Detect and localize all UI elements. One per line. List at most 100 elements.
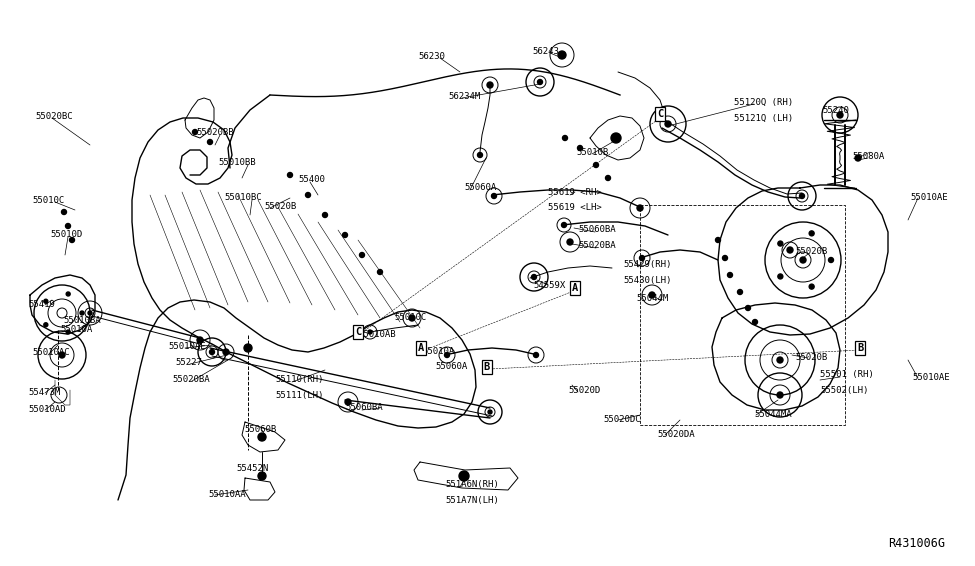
Text: 55010AC: 55010AC bbox=[32, 348, 69, 357]
Text: 55010AD: 55010AD bbox=[28, 405, 65, 414]
Circle shape bbox=[778, 274, 783, 279]
Circle shape bbox=[533, 353, 538, 358]
Circle shape bbox=[746, 306, 751, 311]
Text: 55010C: 55010C bbox=[394, 313, 426, 322]
Circle shape bbox=[577, 145, 582, 151]
Circle shape bbox=[637, 205, 643, 211]
Circle shape bbox=[727, 272, 732, 277]
Circle shape bbox=[649, 292, 655, 298]
Text: 551A6N(RH): 551A6N(RH) bbox=[445, 480, 499, 489]
Circle shape bbox=[59, 352, 65, 358]
Text: 55110(RH): 55110(RH) bbox=[275, 375, 324, 384]
Circle shape bbox=[80, 311, 84, 315]
Text: B: B bbox=[484, 362, 490, 372]
Circle shape bbox=[491, 194, 496, 199]
Text: 55619 <LH>: 55619 <LH> bbox=[548, 203, 602, 212]
Circle shape bbox=[44, 299, 48, 303]
Circle shape bbox=[716, 238, 721, 242]
Text: 56234M: 56234M bbox=[448, 92, 481, 101]
Circle shape bbox=[288, 173, 292, 178]
Circle shape bbox=[305, 192, 310, 198]
Circle shape bbox=[69, 238, 74, 242]
Text: 55619 <RH>: 55619 <RH> bbox=[548, 188, 602, 197]
Text: 55430(LH): 55430(LH) bbox=[623, 276, 672, 285]
Text: 55120Q (RH): 55120Q (RH) bbox=[734, 98, 793, 107]
Circle shape bbox=[855, 155, 861, 161]
Circle shape bbox=[197, 337, 203, 343]
Circle shape bbox=[244, 344, 252, 352]
Circle shape bbox=[809, 231, 814, 236]
Circle shape bbox=[787, 247, 793, 253]
Circle shape bbox=[488, 410, 492, 414]
Bar bbox=[640, 205, 845, 425]
Text: 55020DC: 55020DC bbox=[603, 415, 641, 424]
Circle shape bbox=[360, 252, 365, 258]
Text: 55060BA: 55060BA bbox=[345, 403, 382, 412]
Text: 55044M: 55044M bbox=[636, 294, 668, 303]
Text: 55010C: 55010C bbox=[32, 196, 64, 205]
Text: 55020B: 55020B bbox=[264, 202, 296, 211]
Text: B: B bbox=[857, 343, 863, 353]
Text: 551A7N(LH): 551A7N(LH) bbox=[445, 496, 499, 505]
Circle shape bbox=[342, 233, 347, 238]
Circle shape bbox=[778, 241, 783, 246]
Text: A: A bbox=[418, 343, 424, 353]
Circle shape bbox=[61, 209, 66, 215]
Circle shape bbox=[800, 257, 806, 263]
Text: 55010D: 55010D bbox=[50, 230, 82, 239]
Circle shape bbox=[837, 112, 843, 118]
Text: 55429(RH): 55429(RH) bbox=[623, 260, 672, 269]
Text: 56230: 56230 bbox=[418, 52, 445, 61]
Circle shape bbox=[537, 79, 542, 84]
Text: 54559X: 54559X bbox=[533, 281, 566, 290]
Text: 55010BB: 55010BB bbox=[218, 158, 255, 167]
Circle shape bbox=[611, 133, 621, 143]
Circle shape bbox=[192, 130, 198, 135]
Circle shape bbox=[208, 139, 213, 144]
Circle shape bbox=[368, 330, 372, 334]
Text: 55020BC: 55020BC bbox=[35, 112, 72, 121]
Circle shape bbox=[809, 284, 814, 289]
Text: C: C bbox=[355, 327, 361, 337]
Text: 55010AE: 55010AE bbox=[168, 342, 206, 351]
Circle shape bbox=[829, 258, 834, 263]
Circle shape bbox=[562, 222, 566, 228]
Circle shape bbox=[345, 399, 351, 405]
Circle shape bbox=[223, 349, 229, 355]
Text: 55010BC: 55010BC bbox=[224, 193, 261, 202]
Text: 55240: 55240 bbox=[822, 106, 849, 115]
Text: 55419: 55419 bbox=[28, 300, 55, 309]
Text: 55080A: 55080A bbox=[852, 152, 884, 161]
Text: 55452N: 55452N bbox=[236, 464, 268, 473]
Circle shape bbox=[44, 323, 48, 327]
Text: 55010AE: 55010AE bbox=[910, 193, 948, 202]
Text: 55020B: 55020B bbox=[795, 353, 827, 362]
Text: 55020DA: 55020DA bbox=[657, 430, 694, 439]
Circle shape bbox=[478, 152, 483, 157]
Text: 55400: 55400 bbox=[298, 175, 325, 184]
Circle shape bbox=[777, 392, 783, 398]
Text: 55020B: 55020B bbox=[795, 247, 827, 256]
Circle shape bbox=[66, 330, 70, 334]
Circle shape bbox=[594, 162, 599, 168]
Circle shape bbox=[753, 319, 758, 324]
Text: 55020BA: 55020BA bbox=[172, 375, 210, 384]
Circle shape bbox=[777, 357, 783, 363]
Text: 55060A: 55060A bbox=[464, 183, 496, 192]
Text: 55502(LH): 55502(LH) bbox=[820, 386, 869, 395]
Text: 56243: 56243 bbox=[532, 47, 559, 56]
Text: 55060A: 55060A bbox=[435, 362, 467, 371]
Circle shape bbox=[409, 315, 415, 321]
Text: C: C bbox=[657, 109, 663, 119]
Text: 55227: 55227 bbox=[175, 358, 202, 367]
Text: 55060B: 55060B bbox=[244, 425, 276, 434]
Text: 55010AE: 55010AE bbox=[912, 373, 950, 382]
Text: 55501 (RH): 55501 (RH) bbox=[820, 370, 874, 379]
Circle shape bbox=[459, 471, 469, 481]
Text: 55010A: 55010A bbox=[422, 347, 454, 356]
Circle shape bbox=[737, 289, 743, 294]
Circle shape bbox=[800, 194, 804, 199]
Text: 55010AB: 55010AB bbox=[358, 330, 396, 339]
Circle shape bbox=[558, 51, 566, 59]
Text: 55473M: 55473M bbox=[28, 388, 60, 397]
